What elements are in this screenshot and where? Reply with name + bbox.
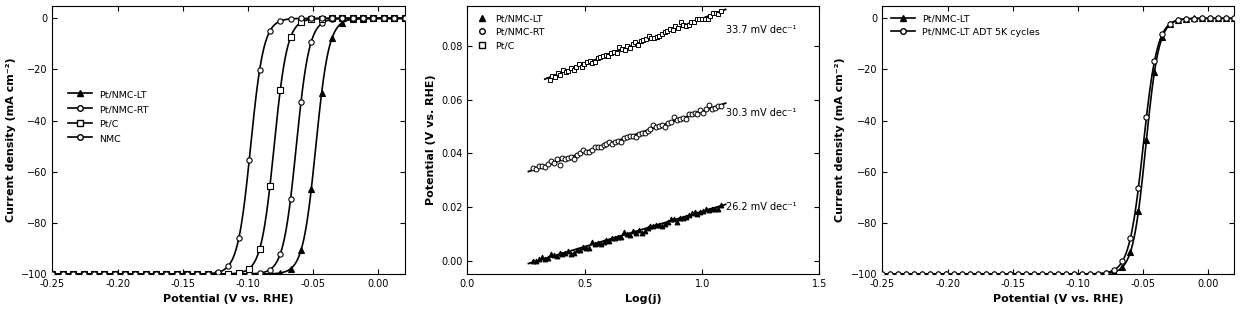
Pt/C <box>713 9 728 13</box>
Legend: Pt/NMC-LT, Pt/NMC-LT ADT 5K cycles: Pt/NMC-LT, Pt/NMC-LT ADT 5K cycles <box>887 10 1044 41</box>
Pt/NMC-RT <box>708 106 723 110</box>
Pt/NMC-LT <box>689 212 704 216</box>
Line: Pt/NMC-RT: Pt/NMC-RT <box>531 103 723 171</box>
Pt/NMC-RT <box>702 104 717 107</box>
Pt/NMC-RT <box>526 166 541 170</box>
Pt/NMC-RT <box>625 134 640 138</box>
Legend: Pt/NMC-LT, Pt/NMC-RT, Pt/C, NMC: Pt/NMC-LT, Pt/NMC-RT, Pt/C, NMC <box>64 86 153 147</box>
Pt/NMC-LT <box>713 203 728 206</box>
Pt/NMC-RT <box>608 140 622 144</box>
Pt/C <box>614 47 629 51</box>
Pt/NMC-RT <box>573 151 588 155</box>
Pt/C <box>630 43 645 46</box>
Pt/C <box>689 17 704 21</box>
Pt/NMC-RT <box>584 148 599 152</box>
Text: 33.7 mV dec⁻¹: 33.7 mV dec⁻¹ <box>725 25 796 35</box>
Y-axis label: Current density (mA cm⁻²): Current density (mA cm⁻²) <box>5 57 16 222</box>
Pt/C <box>708 11 723 15</box>
Line: Pt/C: Pt/C <box>547 8 723 82</box>
Legend: Pt/NMC-LT, Pt/NMC-RT, Pt/C: Pt/NMC-LT, Pt/NMC-RT, Pt/C <box>472 10 548 54</box>
Pt/NMC-LT <box>625 229 640 233</box>
Pt/NMC-LT <box>708 207 723 211</box>
Pt/NMC-LT <box>528 259 543 263</box>
Pt/NMC-LT <box>573 248 588 251</box>
Pt/C <box>542 78 557 82</box>
Pt/NMC-LT <box>526 259 541 263</box>
Pt/C <box>583 59 598 62</box>
Y-axis label: Potential (V vs. RHE): Potential (V vs. RHE) <box>425 74 435 205</box>
Pt/NMC-LT <box>608 237 622 240</box>
Pt/NMC-RT <box>689 113 704 116</box>
Pt/C <box>593 55 608 59</box>
X-axis label: Potential (V vs. RHE): Potential (V vs. RHE) <box>993 294 1123 304</box>
Text: 30.3 mV dec⁻¹: 30.3 mV dec⁻¹ <box>725 108 796 118</box>
Pt/NMC-RT <box>528 167 543 171</box>
Text: 26.2 mV dec⁻¹: 26.2 mV dec⁻¹ <box>725 202 796 212</box>
X-axis label: Potential (V vs. RHE): Potential (V vs. RHE) <box>164 294 294 304</box>
Pt/NMC-LT <box>584 240 599 244</box>
X-axis label: Log(j): Log(j) <box>625 294 662 304</box>
Pt/NMC-RT <box>713 104 728 108</box>
Y-axis label: Current density (mA cm⁻²): Current density (mA cm⁻²) <box>836 57 846 222</box>
Line: Pt/NMC-LT: Pt/NMC-LT <box>531 202 723 264</box>
